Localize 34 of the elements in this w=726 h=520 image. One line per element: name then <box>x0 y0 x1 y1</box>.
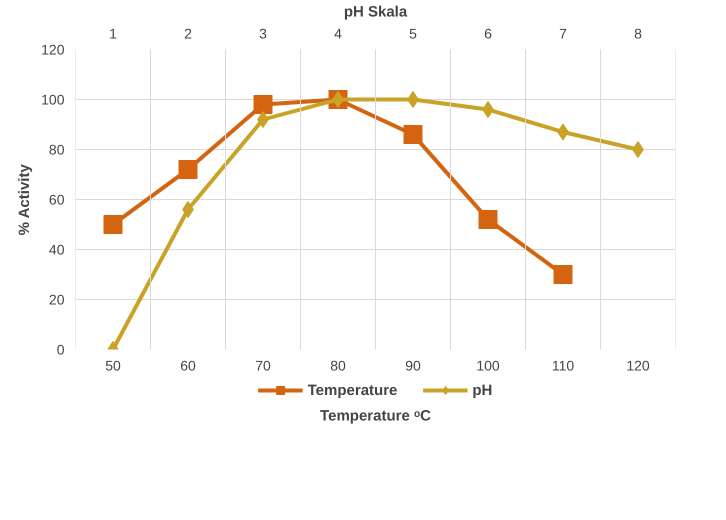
x-tick-label: 60 <box>180 358 196 374</box>
point <box>554 265 572 284</box>
point <box>404 125 422 144</box>
y-tick-label: 40 <box>48 242 65 258</box>
y-tick-label: 0 <box>56 342 65 358</box>
y-tick-label: 100 <box>41 92 65 108</box>
x-axis-title: Temperature ᵒC <box>320 408 432 424</box>
x-tick-label: 90 <box>405 358 421 374</box>
point <box>178 160 198 179</box>
x-tick-label: 80 <box>330 358 346 374</box>
x-tick-label: 100 <box>476 358 500 374</box>
legend-label: pH <box>472 382 492 398</box>
x-tick-label: 120 <box>626 358 650 374</box>
point <box>478 210 498 229</box>
x2-tick-label: 1 <box>109 26 118 42</box>
x2-tick-label: 5 <box>409 26 418 42</box>
legend-label: Temperature <box>308 382 398 398</box>
x2-tick-label: 2 <box>184 26 192 42</box>
x-tick-label: 70 <box>255 358 271 374</box>
x2-tick-label: 7 <box>559 26 568 42</box>
x-tick-label: 50 <box>105 358 121 374</box>
y-tick-label: 20 <box>48 292 65 308</box>
x2-tick-label: 4 <box>334 26 342 42</box>
x2-tick-label: 3 <box>259 26 268 42</box>
y-tick-label: 60 <box>48 192 65 208</box>
y-tick-label: 120 <box>41 42 65 58</box>
y-axis-title: % Activity <box>16 164 34 236</box>
x2-tick-label: 8 <box>634 26 642 42</box>
y-tick-label: 80 <box>48 142 65 158</box>
x-tick-label: 110 <box>552 358 574 374</box>
x2-axis-title: pH Skala <box>344 4 408 20</box>
point <box>104 215 122 234</box>
point <box>254 95 272 114</box>
x2-tick-label: 6 <box>484 26 492 42</box>
